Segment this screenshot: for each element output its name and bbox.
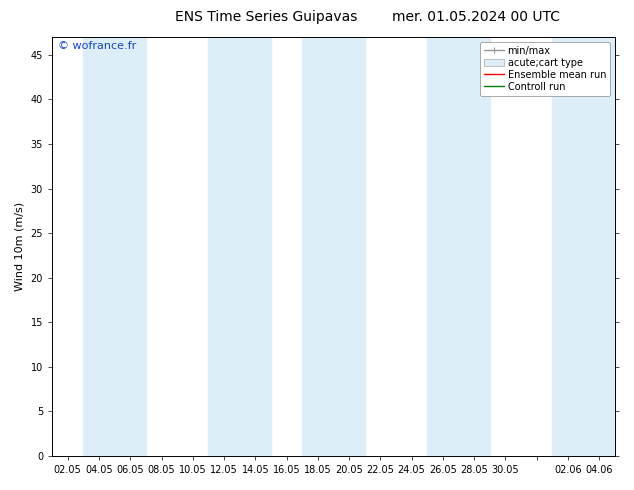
Text: ENS Time Series Guipavas: ENS Time Series Guipavas	[175, 10, 358, 24]
Legend: min/max, acute;cart type, Ensemble mean run, Controll run: min/max, acute;cart type, Ensemble mean …	[481, 42, 610, 96]
Bar	[552, 37, 583, 456]
Bar	[333, 37, 365, 456]
Y-axis label: Wind 10m (m/s): Wind 10m (m/s)	[15, 202, 25, 291]
Text: mer. 01.05.2024 00 UTC: mer. 01.05.2024 00 UTC	[392, 10, 559, 24]
Text: © wofrance.fr: © wofrance.fr	[58, 41, 136, 51]
Bar	[427, 37, 458, 456]
Bar	[240, 37, 271, 456]
Bar	[209, 37, 240, 456]
Bar	[458, 37, 490, 456]
Bar	[583, 37, 615, 456]
Bar	[83, 37, 115, 456]
Bar	[302, 37, 333, 456]
Bar	[115, 37, 146, 456]
